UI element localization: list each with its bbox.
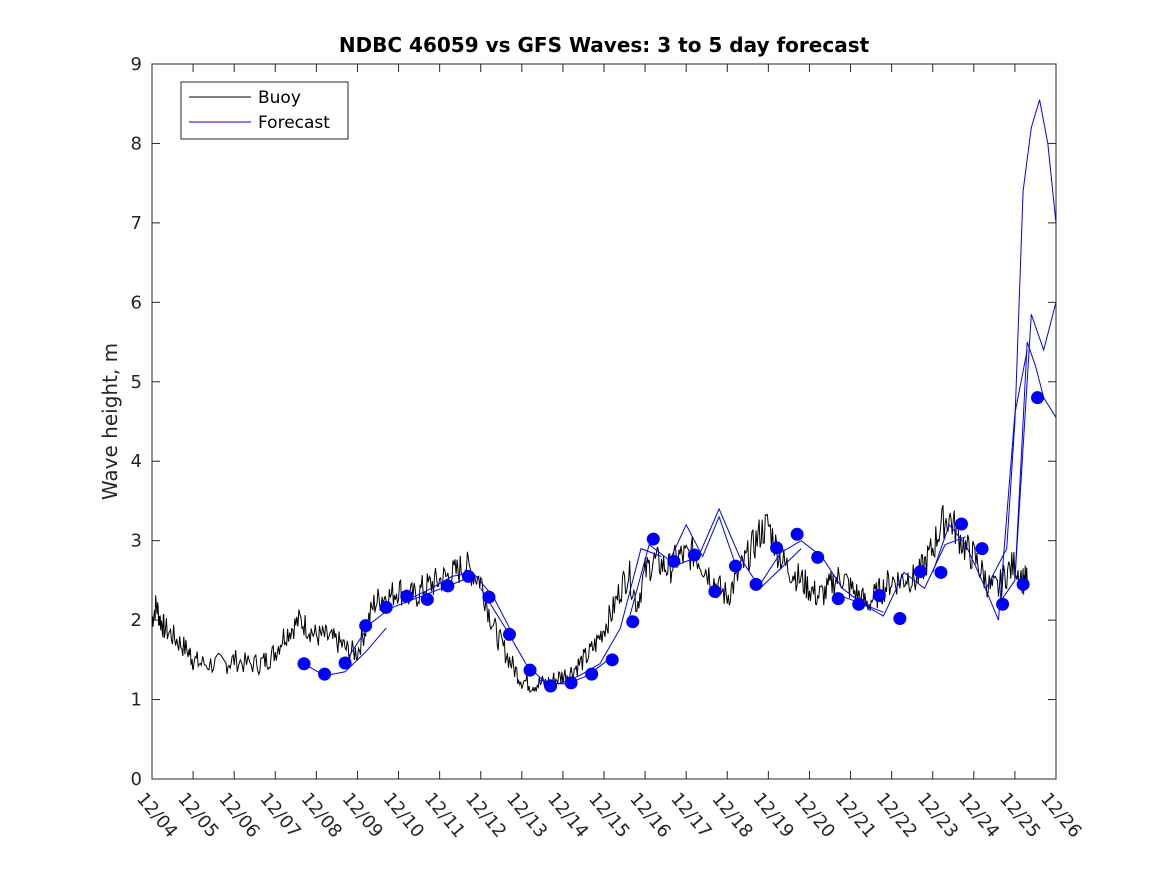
forecast-series-line bbox=[998, 341, 1057, 605]
forecast-point bbox=[400, 589, 414, 603]
forecast-point bbox=[934, 565, 948, 579]
y-axis-label: Wave height, m bbox=[98, 343, 122, 500]
forecast-point bbox=[564, 676, 578, 690]
y-tick-label: 5 bbox=[131, 372, 142, 393]
forecast-point bbox=[749, 577, 763, 591]
forecast-point bbox=[954, 517, 968, 531]
forecast-series-line bbox=[538, 547, 662, 685]
y-axis: 0 1 2 3 4 5 6 7 8 9 bbox=[131, 54, 1056, 790]
forecast-point bbox=[852, 597, 866, 611]
series-layer bbox=[151, 99, 1057, 694]
forecast-point bbox=[482, 590, 496, 604]
forecast-point bbox=[585, 667, 599, 681]
y-tick-label: 6 bbox=[131, 292, 142, 313]
forecast-point bbox=[913, 565, 927, 579]
forecast-point bbox=[811, 550, 825, 564]
forecast-point bbox=[831, 592, 845, 606]
forecast-point bbox=[544, 679, 558, 693]
forecast-point bbox=[1016, 577, 1030, 591]
forecast-point bbox=[359, 619, 373, 633]
forecast-point bbox=[420, 592, 434, 606]
chart-title: NDBC 46059 vs GFS Waves: 3 to 5 day fore… bbox=[339, 33, 870, 57]
legend: Buoy Forecast bbox=[180, 81, 349, 140]
y-tick-label: 8 bbox=[131, 133, 142, 154]
forecast-point bbox=[461, 569, 475, 583]
forecast-point bbox=[318, 667, 332, 681]
forecast-point bbox=[667, 554, 681, 568]
forecast-point bbox=[975, 542, 989, 556]
forecast-point bbox=[790, 527, 804, 541]
forecast-point bbox=[996, 597, 1010, 611]
forecast-point bbox=[297, 657, 311, 671]
forecast-point bbox=[441, 579, 455, 593]
y-tick-label: 1 bbox=[131, 690, 142, 711]
forecast-point bbox=[646, 532, 660, 546]
y-tick-label: 3 bbox=[131, 531, 142, 552]
forecast-point bbox=[872, 588, 886, 602]
forecast-point bbox=[502, 627, 516, 641]
forecast-point bbox=[626, 615, 640, 629]
legend-entry-forecast: Forecast bbox=[258, 113, 330, 133]
forecast-point bbox=[338, 656, 352, 670]
plot-area bbox=[151, 63, 1057, 780]
legend-entry-buoy: Buoy bbox=[258, 88, 301, 108]
y-tick-label: 0 bbox=[131, 769, 142, 790]
forecast-point bbox=[708, 585, 722, 599]
forecast-point bbox=[605, 653, 619, 667]
forecast-point bbox=[523, 663, 537, 677]
forecast-series-line bbox=[628, 515, 736, 621]
y-tick-label: 2 bbox=[131, 610, 142, 631]
forecast-point bbox=[893, 612, 907, 626]
forecast-point bbox=[728, 559, 742, 573]
forecast-point bbox=[379, 600, 393, 614]
forecast-series-line bbox=[1014, 302, 1057, 581]
forecast-series-line bbox=[985, 99, 1057, 589]
y-tick-label: 7 bbox=[131, 213, 142, 234]
legend-box bbox=[180, 81, 349, 140]
forecast-series-line bbox=[303, 627, 387, 677]
forecast-point bbox=[770, 541, 784, 555]
y-tick-label: 4 bbox=[131, 451, 142, 472]
forecast-point bbox=[1031, 391, 1045, 405]
forecast-point bbox=[687, 548, 701, 562]
y-tick-label: 9 bbox=[131, 54, 142, 75]
